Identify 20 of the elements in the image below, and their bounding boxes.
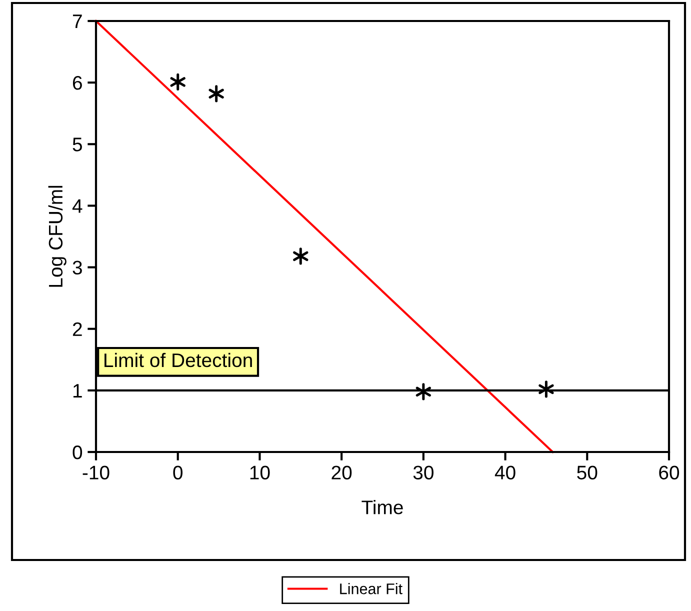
x-tick-label: 40 <box>494 466 516 480</box>
y-tick-label: 5 <box>72 138 82 152</box>
x-axis-title: Time <box>362 500 403 514</box>
x-tick-label: 20 <box>332 466 352 480</box>
x-tick-label: -10 <box>82 466 110 480</box>
x-tick-label: 60 <box>659 466 680 480</box>
y-tick-label: 7 <box>72 14 82 28</box>
y-axis-title: Log CFU/ml <box>48 186 66 287</box>
x-tick-label: 10 <box>250 466 270 480</box>
ref-line-label: Limit of Detection <box>104 352 252 368</box>
y-tick-label: 1 <box>73 384 82 398</box>
x-tick-label: 0 <box>173 466 183 480</box>
x-tick-label: 50 <box>577 466 598 480</box>
y-tick-label: 2 <box>72 322 82 336</box>
y-tick-label: 3 <box>72 260 82 275</box>
x-tick-label: 30 <box>413 466 434 480</box>
legend-label: Linear Fit <box>340 583 402 594</box>
y-tick-label: 6 <box>72 76 82 90</box>
y-tick-label: 4 <box>72 199 82 213</box>
y-tick-label: 0 <box>72 445 82 460</box>
